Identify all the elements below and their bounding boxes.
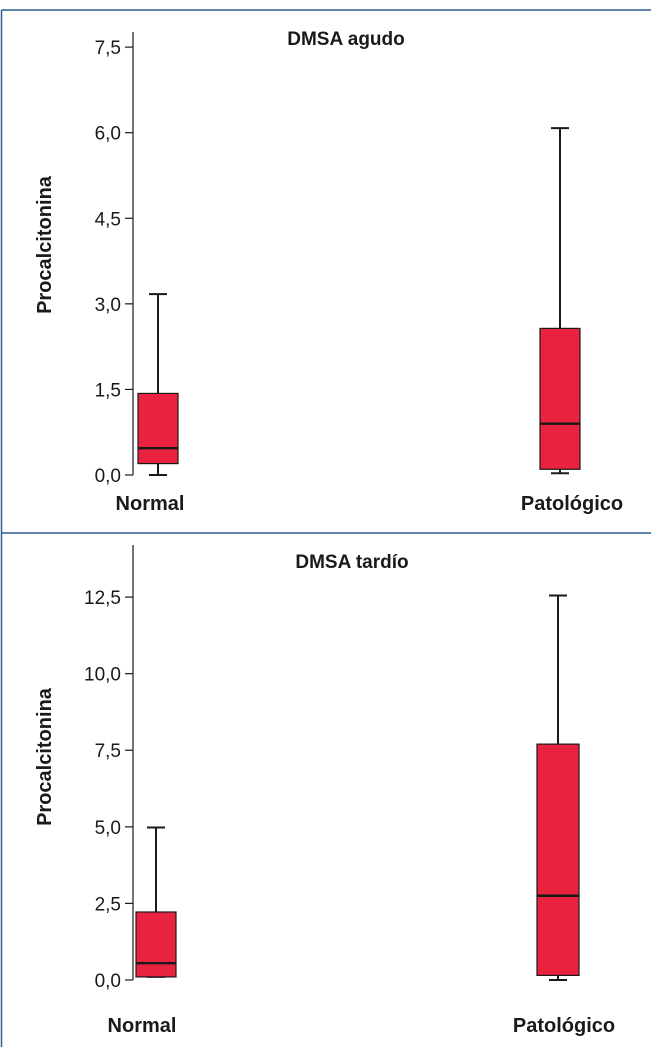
box-iqr	[539, 327, 581, 470]
y-tick-label: 0,0	[95, 971, 121, 992]
y-tick-label: 1,5	[95, 380, 121, 401]
y-tick-label: 2,5	[95, 894, 121, 915]
category-label: Patológico	[521, 493, 623, 515]
box-normal	[137, 293, 179, 476]
category-label: Normal	[116, 493, 185, 515]
y-tick-label: 7,5	[95, 38, 121, 59]
y-tick-label: 12,5	[84, 588, 121, 609]
y-tick-label: 0,0	[95, 466, 121, 487]
chart-panel-2: DMSA tardío Procalcitonina 0,0 2,5 5,0 7,5 10,…	[34, 545, 615, 1037]
y-tick-label: 6,0	[95, 124, 121, 145]
box-normal	[135, 826, 177, 978]
y-tick-label: 4,5	[95, 209, 121, 230]
box-patolgico	[536, 594, 580, 981]
box-iqr	[135, 911, 177, 978]
category-label: Patológico	[513, 1015, 615, 1037]
category-label: Normal	[108, 1015, 177, 1037]
y-axis-label: Procalcitonina	[34, 175, 56, 314]
box-iqr	[536, 743, 580, 977]
y-tick-label: 7,5	[95, 741, 121, 762]
y-axis-label: Procalcitonina	[34, 687, 56, 826]
chart-panel-1: DMSA agudo Procalcitonina 0,0 1,5 3,0 4,5 6,0 7…	[34, 29, 623, 515]
box-iqr	[137, 392, 179, 465]
y-tick-label: 10,0	[84, 665, 121, 686]
chart-title: DMSA tardío	[295, 552, 408, 573]
y-tick-label: 3,0	[95, 295, 121, 316]
chart-title: DMSA agudo	[287, 29, 405, 50]
y-tick-label: 5,0	[95, 818, 121, 839]
box-patolgico	[539, 127, 581, 475]
